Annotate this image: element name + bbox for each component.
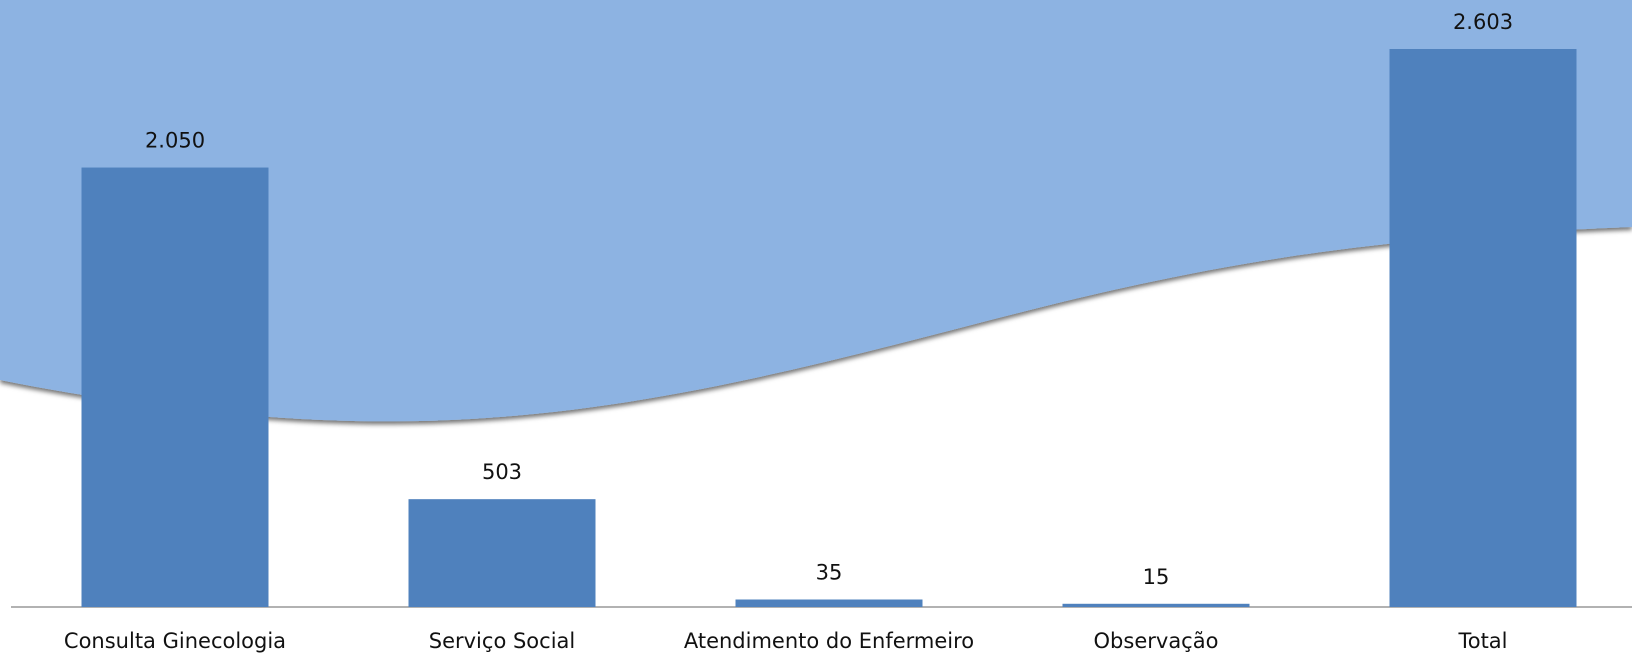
- x-tick-label: Serviço Social: [429, 629, 575, 653]
- bar: [408, 499, 596, 607]
- bar: [1062, 603, 1250, 607]
- value-label: 35: [816, 560, 843, 584]
- x-tick-label: Consulta Ginecologia: [64, 629, 286, 653]
- bar: [81, 167, 269, 607]
- bar: [735, 599, 923, 607]
- value-label: 2.603: [1453, 10, 1513, 34]
- value-label: 15: [1143, 565, 1170, 589]
- value-label: 2.050: [145, 129, 205, 153]
- x-tick-label: Atendimento do Enfermeiro: [684, 629, 974, 653]
- x-tick-label: Total: [1457, 629, 1507, 653]
- value-label: 503: [482, 460, 522, 484]
- bar: [1389, 49, 1577, 607]
- x-tick-label: Observação: [1094, 629, 1219, 653]
- background-wave: [0, 0, 1632, 422]
